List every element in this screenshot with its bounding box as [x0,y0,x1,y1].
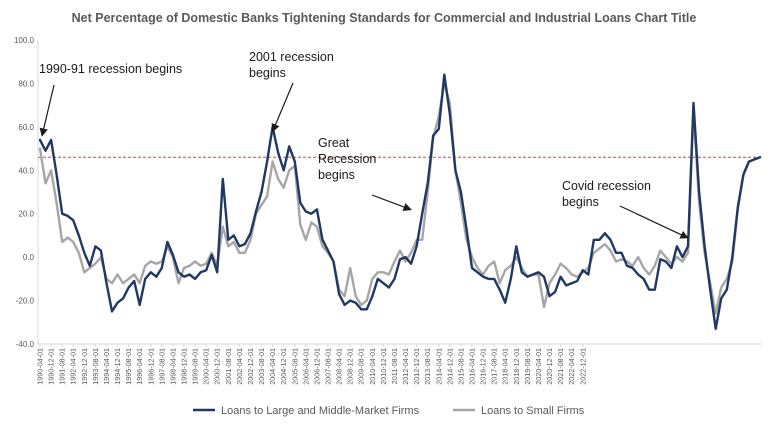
x-tick-label: 2022-04-01 [567,348,576,385]
y-axis: -40.0 -20.0 0.0 20.0 40.0 60.0 80.0 100.0 [14,36,39,349]
x-tick-label: 2009-08-01 [357,348,366,385]
y-tick-label: 80.0 [18,79,34,88]
x-tick-label: 1990-12-01 [47,348,56,385]
x-tick-label: 2004-12-01 [279,348,288,385]
x-tick-label: 2002-04-01 [235,348,244,385]
annotation-line: 1990-91 recession begins [39,62,182,76]
x-tick-label: 2022-12-01 [578,348,587,385]
x-tick-label: 2012-12-01 [412,348,421,385]
series-line-1 [38,82,762,315]
x-tick-label: 2018-12-01 [512,348,521,385]
x-tick-label: 2007-08-01 [324,348,333,385]
annotation-line: Recession [318,152,376,166]
x-tick-label: 2012-04-01 [401,348,410,385]
y-tick-label: -20.0 [16,297,35,306]
annotation-line: begins [249,66,286,80]
x-tick-label: 1992-04-01 [69,348,78,385]
x-tick-label: 2008-04-01 [335,348,344,385]
y-tick-label: -40.0 [16,340,35,349]
x-tick-label: 1998-04-01 [168,348,177,385]
x-tick-label: 2017-08-01 [490,348,499,385]
y-tick-label: 40.0 [18,166,34,175]
chart-title: Net Percentage of Domestic Banks Tighten… [72,11,697,25]
series-line-0 [38,73,762,330]
annotation-text: Covid recession begins [562,179,651,209]
x-tick-label: 2015-08-01 [456,348,465,385]
legend-label-0: Loans to Large and Middle-Market Firms [221,405,420,417]
x-tick-label: 1997-08-01 [157,348,166,385]
x-tick-label: 1996-04-01 [135,348,144,385]
x-tick-label: 2016-12-01 [479,348,488,385]
x-tick-label: 1999-08-01 [191,348,200,385]
x-tick-label: 2011-08-01 [390,348,399,384]
x-tick-label: 2006-12-01 [312,348,321,385]
x-tick-label: 2000-12-01 [213,348,222,385]
x-tick-label: 2008-12-01 [346,348,355,385]
annotations-group: 1990-91 recession begins 2001 recession be… [39,50,689,239]
annotation-arrow [39,84,55,137]
x-tick-label: 1994-12-01 [113,348,122,385]
x-tick-label: 1995-08-01 [124,348,133,385]
legend: Loans to Large and Middle-Market Firms Lo… [193,405,585,417]
y-tick-label: 0.0 [23,253,35,262]
legend-label-1: Loans to Small Firms [481,405,585,417]
x-tick-label: 1993-08-01 [91,348,100,385]
x-tick-label: 2019-08-01 [523,348,532,385]
x-tick-label: 2020-04-01 [534,348,543,385]
x-tick-label: 2004-04-01 [268,348,277,385]
x-tick-label: 1992-12-01 [80,348,89,385]
x-tick-label: 2000-04-01 [202,348,211,385]
series-group [38,73,762,330]
x-tick-label: 2006-04-01 [301,348,310,385]
annotation-line: Great [318,136,350,150]
annotation-text: 2001 recession begins [249,50,334,80]
x-tick-label: 2020-12-01 [545,348,554,385]
annotation-arrow [619,205,689,239]
y-tick-label: 60.0 [18,123,34,132]
x-tick-label: 1998-12-01 [180,348,189,385]
x-tick-label: 2018-04-01 [501,348,510,385]
x-tick-label: 2001-08-01 [224,348,233,385]
x-tick-label: 2014-04-01 [434,348,443,385]
x-tick-label: 1996-12-01 [146,348,155,385]
y-tick-label: 20.0 [18,210,34,219]
x-tick-label: 2010-04-01 [368,348,377,385]
annotation-arrow [371,194,412,211]
x-tick-label: 2003-08-01 [257,348,266,385]
x-tick-label: 1991-08-01 [58,348,67,385]
annotation-arrow [271,82,294,133]
x-tick-label: 2010-12-01 [379,348,388,385]
x-tick-label: 2002-12-01 [246,348,255,385]
x-axis: 1990-04-01 1990-12-01 1991-08-01 1992-04-01… [36,343,762,385]
annotation-line: 2001 recession [249,50,334,64]
y-tick-label: 100.0 [14,36,35,45]
annotation-line: Covid recession [562,179,651,193]
annotation-text: Great Recession begins [318,136,376,182]
x-tick-label: 2005-08-01 [290,348,299,385]
x-tick-label: 2016-04-01 [468,348,477,385]
x-tick-label: 2021-08-01 [556,348,565,385]
x-tick-label: 1990-04-01 [36,348,45,385]
annotation-line: begins [318,168,355,182]
x-tick-label: 2013-08-01 [423,348,432,385]
x-tick-label: 1994-04-01 [102,348,111,385]
annotation-text: 1990-91 recession begins [39,62,182,76]
annotation-line: begins [562,195,599,209]
x-tick-label: 2014-12-01 [445,348,454,385]
